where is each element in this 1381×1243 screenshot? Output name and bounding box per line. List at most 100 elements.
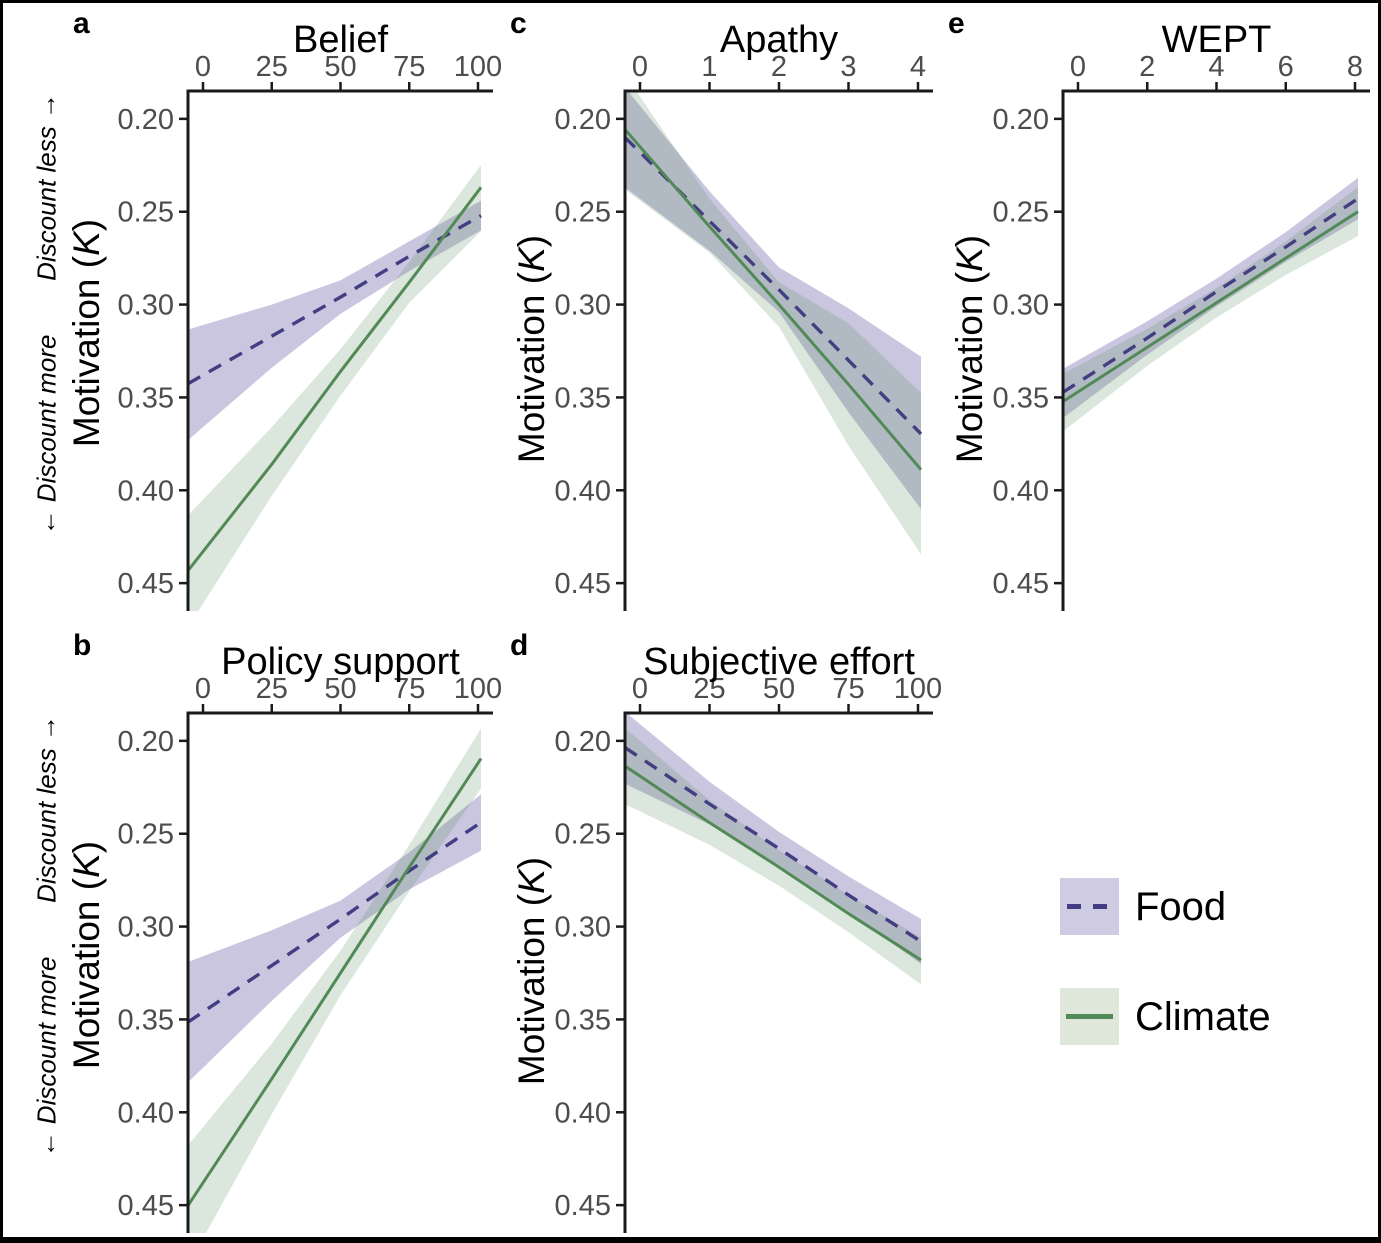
svg-text:50: 50: [324, 51, 356, 83]
climate-fit-line-d: [625, 764, 922, 962]
svg-text:0.30: 0.30: [993, 290, 1049, 322]
svg-text:0.20: 0.20: [993, 104, 1049, 136]
food-fit-line-e: [1063, 197, 1359, 394]
svg-text:75: 75: [393, 51, 425, 83]
svg-text:0.45: 0.45: [118, 568, 174, 600]
panel-d-title: Subjective effort: [643, 641, 915, 683]
svg-text:0: 0: [1070, 51, 1086, 83]
svg-text:0.25: 0.25: [118, 197, 174, 229]
svg-text:0: 0: [632, 673, 648, 705]
panel-d-letter: d: [510, 629, 529, 662]
panel-a-title: Belief: [292, 19, 389, 61]
panel-d-plot-area: [625, 713, 922, 985]
annotation-discount-more-row1: ← Discount more: [31, 334, 62, 536]
svg-text:0.45: 0.45: [993, 568, 1049, 600]
svg-text:75: 75: [393, 673, 425, 705]
panel-b-y-axis-title: Motivation (K): [66, 840, 107, 1070]
svg-text:1: 1: [701, 51, 717, 83]
svg-text:0.20: 0.20: [118, 726, 174, 758]
panel-c-plot-area: [625, 91, 923, 555]
svg-text:0.25: 0.25: [555, 197, 611, 229]
annotation-discount-less-row1: Discount less →: [31, 93, 62, 281]
panel-b-axes: [186, 711, 493, 1233]
panel-a-plot-area: [188, 164, 483, 611]
svg-text:50: 50: [763, 673, 795, 705]
svg-text:0.30: 0.30: [118, 290, 174, 322]
svg-text:2: 2: [1139, 51, 1155, 83]
panel-e-plot-area: [1063, 177, 1359, 432]
svg-text:0.30: 0.30: [555, 290, 611, 322]
food-legend-label: Food: [1135, 884, 1227, 929]
legend-item-climate: Climate: [1060, 988, 1271, 1045]
food-legend-swatch: [1060, 878, 1119, 935]
svg-text:0.35: 0.35: [118, 382, 174, 414]
legend-item-food: Food: [1060, 878, 1226, 935]
food-ci-band-d: [625, 713, 921, 965]
climate-fit-line-b: [188, 757, 483, 1207]
svg-text:8: 8: [1347, 51, 1363, 83]
svg-text:0.30: 0.30: [118, 912, 174, 944]
food-fit-line-d: [625, 746, 922, 943]
svg-text:0.40: 0.40: [118, 1097, 174, 1129]
svg-text:100: 100: [894, 673, 942, 705]
panel-e-y-axis-title: Motivation (K): [949, 234, 990, 464]
panel-d-axes: [623, 711, 933, 1233]
panel-b-letter: b: [73, 629, 92, 662]
svg-text:25: 25: [256, 673, 288, 705]
svg-text:0: 0: [632, 51, 648, 83]
climate-ci-band-c: [625, 91, 921, 555]
svg-text:0.35: 0.35: [118, 1004, 174, 1036]
svg-text:0.20: 0.20: [118, 104, 174, 136]
climate-ci-band-e: [1063, 187, 1358, 432]
food-ci-band-a: [188, 200, 481, 441]
svg-text:0.25: 0.25: [118, 819, 174, 851]
climate-fit-line-e: [1063, 210, 1359, 403]
svg-text:6: 6: [1278, 51, 1294, 83]
panel-a-axes: [186, 89, 493, 611]
panel-c-axes: [623, 89, 933, 611]
svg-text:4: 4: [910, 51, 926, 83]
panel-a-y-axis-title: Motivation (K): [66, 218, 107, 448]
svg-text:0: 0: [195, 51, 211, 83]
svg-text:25: 25: [256, 51, 288, 83]
panel-e-axes: [1061, 89, 1370, 611]
panel-c-letter: c: [510, 7, 527, 40]
svg-text:0.20: 0.20: [555, 726, 611, 758]
annotation-discount-more-row2: ← Discount more: [31, 956, 62, 1158]
svg-text:2: 2: [771, 51, 787, 83]
food-fit-line-c: [625, 136, 923, 436]
svg-text:100: 100: [454, 51, 502, 83]
panel-d-y-axis-title: Motivation (K): [511, 856, 552, 1086]
svg-text:0.25: 0.25: [993, 197, 1049, 229]
climate-ci-band-d: [625, 728, 921, 985]
svg-text:0.20: 0.20: [555, 104, 611, 136]
svg-text:3: 3: [840, 51, 856, 83]
annotation-discount-less-row2: Discount less →: [31, 715, 62, 903]
panel-c-title: Apathy: [719, 19, 839, 61]
svg-text:25: 25: [693, 673, 725, 705]
svg-text:0.35: 0.35: [555, 382, 611, 414]
food-ci-band-b: [188, 794, 481, 1083]
climate-legend-swatch: [1060, 988, 1119, 1045]
panel-c-y-axis-title: Motivation (K): [511, 234, 552, 464]
panel-e-title: WEPT: [1161, 19, 1272, 61]
svg-text:0.25: 0.25: [555, 819, 611, 851]
climate-fit-line-c: [625, 128, 923, 471]
svg-text:0.45: 0.45: [555, 568, 611, 600]
climate-legend-label: Climate: [1135, 994, 1271, 1039]
panel-a-letter: a: [73, 7, 90, 40]
food-ci-band-e: [1063, 177, 1358, 418]
svg-text:4: 4: [1208, 51, 1224, 83]
svg-text:50: 50: [324, 673, 356, 705]
svg-text:0.35: 0.35: [993, 382, 1049, 414]
svg-text:0: 0: [195, 673, 211, 705]
svg-text:0.35: 0.35: [555, 1004, 611, 1036]
panel-e-letter: e: [948, 7, 965, 40]
svg-text:0.40: 0.40: [118, 475, 174, 507]
svg-text:0.40: 0.40: [555, 475, 611, 507]
svg-text:0.40: 0.40: [555, 1097, 611, 1129]
svg-text:75: 75: [832, 673, 864, 705]
climate-ci-band-a: [188, 164, 481, 611]
